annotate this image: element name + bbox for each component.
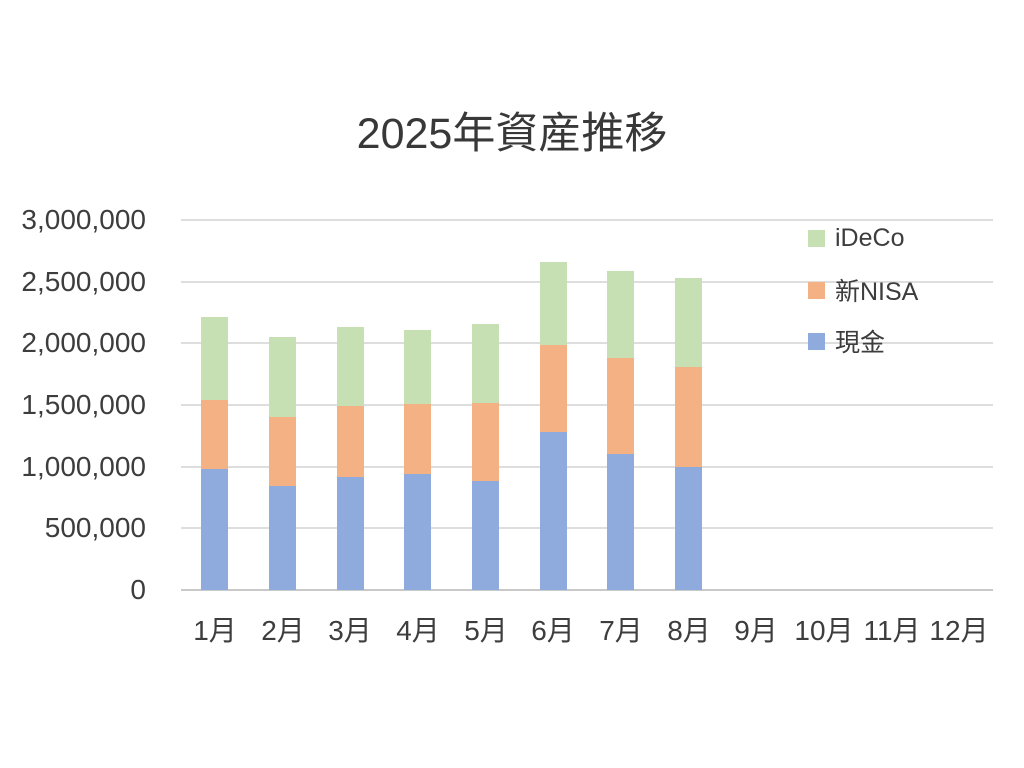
legend-swatch-icon [808,281,825,299]
bar-segment-新NISA-5月 [472,402,499,482]
gridline [181,281,993,283]
x-axis-tick-label: 8月 [667,615,711,646]
legend-label: 現金 [835,329,886,357]
bar-segment-新NISA-8月 [675,366,702,467]
bar-segment-現金-2月 [269,486,296,590]
x-axis-tick-label: 2月 [261,615,305,646]
bar-segment-現金-4月 [404,474,431,590]
legend-label: 新NISA [835,278,919,306]
bar-segment-新NISA-3月 [337,406,364,477]
gridline [181,219,993,221]
y-axis-tick-label: 1,000,000 [21,451,146,482]
legend-label: iDeCo [835,223,905,252]
bar-segment-現金-8月 [675,466,702,590]
bar-segment-iDeCo-7月 [607,270,634,359]
gridline [181,342,993,344]
x-axis-tick-label: 6月 [531,615,575,646]
gridline [181,466,993,468]
legend-swatch-icon [808,332,825,350]
y-axis-tick-label: 3,000,000 [21,204,146,235]
y-axis-tick-label: 1,500,000 [21,389,146,420]
bar-segment-iDeCo-2月 [269,337,296,418]
x-axis-tick-label: 5月 [464,615,508,646]
gridline [181,404,993,406]
x-axis-tick-label: 4月 [396,615,440,646]
bar-segment-iDeCo-6月 [540,261,567,345]
x-axis-tick-label: 1月 [193,615,237,646]
bar-segment-新NISA-6月 [540,344,567,433]
bar-segment-新NISA-4月 [404,403,431,475]
y-axis-tick-label: 2,000,000 [21,327,146,358]
y-axis-tick-label: 2,500,000 [21,266,146,297]
x-axis-tick-label: 11月 [863,615,921,646]
plot-area [181,219,993,591]
chart-title: 2025年資産推移 [356,110,668,158]
x-axis-tick-label: 3月 [328,615,372,646]
x-axis-tick-label: 7月 [599,615,643,646]
bar-segment-iDeCo-5月 [472,323,499,403]
bar-segment-現金-7月 [607,454,634,590]
bar-segment-現金-6月 [540,432,567,590]
legend-item-現金: 現金 [808,329,885,357]
bar-segment-新NISA-2月 [269,417,296,487]
bar-segment-iDeCo-8月 [675,277,702,367]
bar-segment-現金-5月 [472,481,499,590]
legend-swatch-icon [808,229,825,247]
x-axis-tick-label: 10月 [794,615,854,646]
y-axis-tick-label: 500,000 [44,512,146,543]
x-axis-tick-label: 12月 [929,615,989,646]
y-axis-tick-label: 0 [130,574,146,605]
bar-segment-現金-1月 [201,469,228,590]
x-axis-tick-label: 9月 [734,615,778,646]
legend-item-新NISA: 新NISA [808,278,918,306]
gridline [181,527,993,529]
bar-segment-iDeCo-3月 [337,327,364,407]
bar-segment-新NISA-7月 [607,358,634,455]
bar-segment-現金-3月 [337,476,364,590]
bar-segment-iDeCo-1月 [201,317,228,401]
bar-segment-iDeCo-4月 [404,329,431,404]
x-axis-line [181,589,993,591]
bar-segment-新NISA-1月 [201,400,228,470]
legend-item-iDeCo: iDeCo [808,223,905,252]
